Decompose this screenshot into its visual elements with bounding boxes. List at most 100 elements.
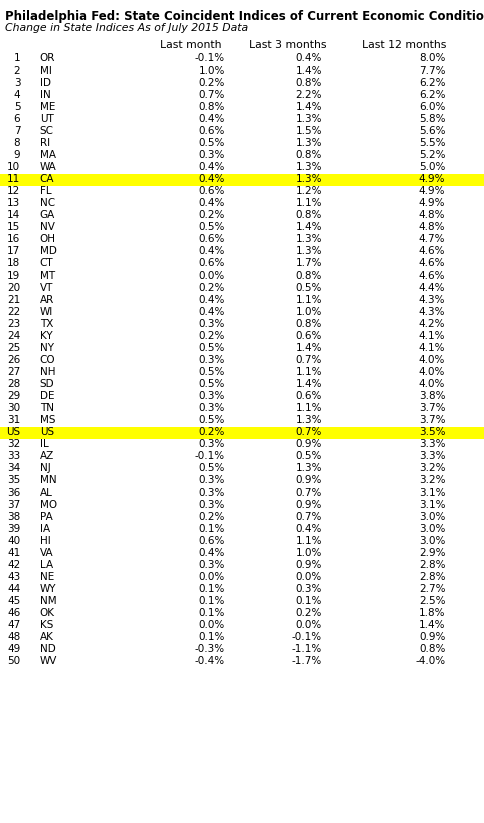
- Text: -0.1%: -0.1%: [195, 451, 225, 462]
- Text: 0.4%: 0.4%: [199, 174, 225, 184]
- Text: 6.0%: 6.0%: [419, 102, 445, 112]
- Text: 0.3%: 0.3%: [199, 355, 225, 365]
- Text: 0.4%: 0.4%: [199, 246, 225, 257]
- Text: 40: 40: [7, 536, 20, 546]
- Text: 1.4%: 1.4%: [295, 66, 322, 76]
- Text: MT: MT: [40, 271, 55, 281]
- Text: 29: 29: [7, 391, 20, 401]
- Text: 2.5%: 2.5%: [419, 596, 445, 606]
- Text: IL: IL: [40, 439, 48, 449]
- Text: 0.5%: 0.5%: [199, 138, 225, 148]
- Text: 5.2%: 5.2%: [419, 150, 445, 160]
- Text: 1.3%: 1.3%: [295, 114, 322, 123]
- Text: 1.0%: 1.0%: [199, 66, 225, 76]
- Text: -0.3%: -0.3%: [195, 644, 225, 654]
- Text: 19: 19: [7, 271, 20, 281]
- Text: 0.2%: 0.2%: [199, 427, 225, 437]
- Text: 3.0%: 3.0%: [419, 523, 445, 534]
- Text: 0.5%: 0.5%: [199, 343, 225, 353]
- Text: 0.6%: 0.6%: [199, 235, 225, 244]
- Text: 0.7%: 0.7%: [296, 355, 322, 365]
- Text: 38: 38: [7, 512, 20, 522]
- Text: 0.5%: 0.5%: [199, 222, 225, 232]
- Text: 4.3%: 4.3%: [419, 295, 445, 305]
- Text: 0.5%: 0.5%: [199, 463, 225, 473]
- Text: 3.2%: 3.2%: [419, 463, 445, 473]
- Text: MN: MN: [40, 476, 56, 486]
- Text: MS: MS: [40, 415, 55, 425]
- Text: 28: 28: [7, 379, 20, 389]
- Text: WI: WI: [40, 307, 53, 317]
- Text: 0.1%: 0.1%: [296, 596, 322, 606]
- Text: 0.9%: 0.9%: [296, 560, 322, 570]
- Text: 0.6%: 0.6%: [199, 258, 225, 268]
- Text: 37: 37: [7, 500, 20, 509]
- Text: 0.4%: 0.4%: [199, 307, 225, 317]
- Text: 0.7%: 0.7%: [199, 90, 225, 100]
- Text: 0.4%: 0.4%: [296, 523, 322, 534]
- Text: 23: 23: [7, 319, 20, 328]
- Text: 3: 3: [14, 77, 20, 87]
- Text: UT: UT: [40, 114, 53, 123]
- Text: 0.3%: 0.3%: [199, 391, 225, 401]
- Text: 6: 6: [14, 114, 20, 123]
- Text: 0.4%: 0.4%: [199, 548, 225, 558]
- Text: LA: LA: [40, 560, 53, 570]
- Text: 1: 1: [14, 53, 20, 63]
- Text: 0.4%: 0.4%: [199, 114, 225, 123]
- Text: 0.7%: 0.7%: [296, 512, 322, 522]
- Text: 43: 43: [7, 572, 20, 582]
- Text: 4.3%: 4.3%: [419, 307, 445, 317]
- Text: 39: 39: [7, 523, 20, 534]
- Text: FL: FL: [40, 186, 51, 196]
- Text: 0.1%: 0.1%: [199, 632, 225, 642]
- Text: 0.7%: 0.7%: [296, 427, 322, 437]
- Text: 2.2%: 2.2%: [295, 90, 322, 100]
- Text: 0.2%: 0.2%: [199, 282, 225, 293]
- Text: 3.2%: 3.2%: [419, 476, 445, 486]
- Text: 0.5%: 0.5%: [199, 367, 225, 377]
- Text: 0.0%: 0.0%: [296, 621, 322, 630]
- Text: 36: 36: [7, 487, 20, 498]
- Text: 46: 46: [7, 608, 20, 618]
- Text: Last month: Last month: [160, 40, 222, 49]
- Text: 2.8%: 2.8%: [419, 572, 445, 582]
- Text: 4.6%: 4.6%: [419, 271, 445, 281]
- Text: 1.1%: 1.1%: [295, 198, 322, 208]
- Text: NM: NM: [40, 596, 56, 606]
- Text: OK: OK: [40, 608, 55, 618]
- Text: 1.1%: 1.1%: [295, 295, 322, 305]
- Text: 0.3%: 0.3%: [199, 439, 225, 449]
- Text: VA: VA: [40, 548, 53, 558]
- Text: 1.1%: 1.1%: [295, 367, 322, 377]
- Text: IN: IN: [40, 90, 50, 100]
- Text: 4.6%: 4.6%: [419, 246, 445, 257]
- Text: 11: 11: [7, 174, 20, 184]
- Text: NY: NY: [40, 343, 54, 353]
- Text: TX: TX: [40, 319, 53, 328]
- Text: 0.2%: 0.2%: [296, 608, 322, 618]
- Text: ID: ID: [40, 77, 51, 87]
- Text: 4.0%: 4.0%: [419, 367, 445, 377]
- Text: VT: VT: [40, 282, 53, 293]
- Text: 47: 47: [7, 621, 20, 630]
- Text: 0.1%: 0.1%: [199, 596, 225, 606]
- Text: 0.2%: 0.2%: [199, 210, 225, 221]
- Text: 0.3%: 0.3%: [199, 487, 225, 498]
- Text: 1.3%: 1.3%: [295, 463, 322, 473]
- Text: NV: NV: [40, 222, 55, 232]
- Text: 0.8%: 0.8%: [296, 319, 322, 328]
- Text: 0.6%: 0.6%: [296, 331, 322, 341]
- Text: MI: MI: [40, 66, 52, 76]
- Text: 0.3%: 0.3%: [199, 403, 225, 413]
- Text: 33: 33: [7, 451, 20, 462]
- Text: 4.8%: 4.8%: [419, 210, 445, 221]
- Text: 27: 27: [7, 367, 20, 377]
- Text: 1.1%: 1.1%: [295, 536, 322, 546]
- Text: PA: PA: [40, 512, 52, 522]
- Text: Last 3 months: Last 3 months: [249, 40, 327, 49]
- Text: 0.8%: 0.8%: [296, 210, 322, 221]
- Text: 0.6%: 0.6%: [199, 126, 225, 136]
- Text: 34: 34: [7, 463, 20, 473]
- Text: 7: 7: [14, 126, 20, 136]
